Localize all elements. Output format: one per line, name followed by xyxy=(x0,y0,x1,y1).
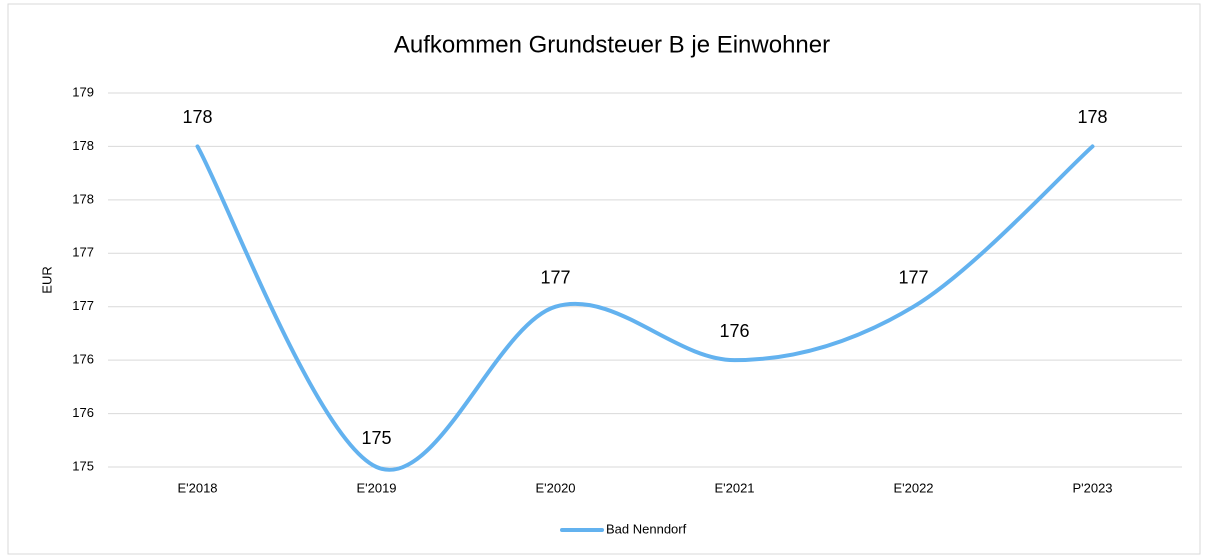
chart-border xyxy=(7,3,1201,555)
y-tick-label: 176 xyxy=(72,405,94,420)
data-label: 177 xyxy=(540,267,570,287)
x-tick-label: E'2020 xyxy=(535,480,575,495)
legend-label: Bad Nenndorf xyxy=(606,521,687,536)
y-tick-label: 178 xyxy=(72,191,94,206)
x-tick-label: E'2021 xyxy=(714,480,754,495)
y-tick-label: 176 xyxy=(72,352,94,367)
y-tick-label: 177 xyxy=(72,245,94,260)
data-label: 175 xyxy=(361,428,391,448)
data-label: 177 xyxy=(898,267,928,287)
data-label: 178 xyxy=(1077,107,1107,127)
x-tick-label: P'2023 xyxy=(1072,480,1112,495)
y-axis-label: EUR xyxy=(39,266,54,293)
x-tick-label: E'2019 xyxy=(356,480,396,495)
x-tick-label: E'2018 xyxy=(177,480,217,495)
series-line xyxy=(195,144,1095,472)
y-tick-label: 178 xyxy=(72,138,94,153)
y-tick-label: 175 xyxy=(72,458,94,473)
data-label: 178 xyxy=(182,107,212,127)
chart-title: Aufkommen Grundsteuer B je Einwohner xyxy=(394,31,830,58)
y-tick-label: 179 xyxy=(72,84,94,99)
x-tick-label: E'2022 xyxy=(893,480,933,495)
y-tick-label: 177 xyxy=(72,298,94,313)
data-label: 176 xyxy=(719,321,749,341)
